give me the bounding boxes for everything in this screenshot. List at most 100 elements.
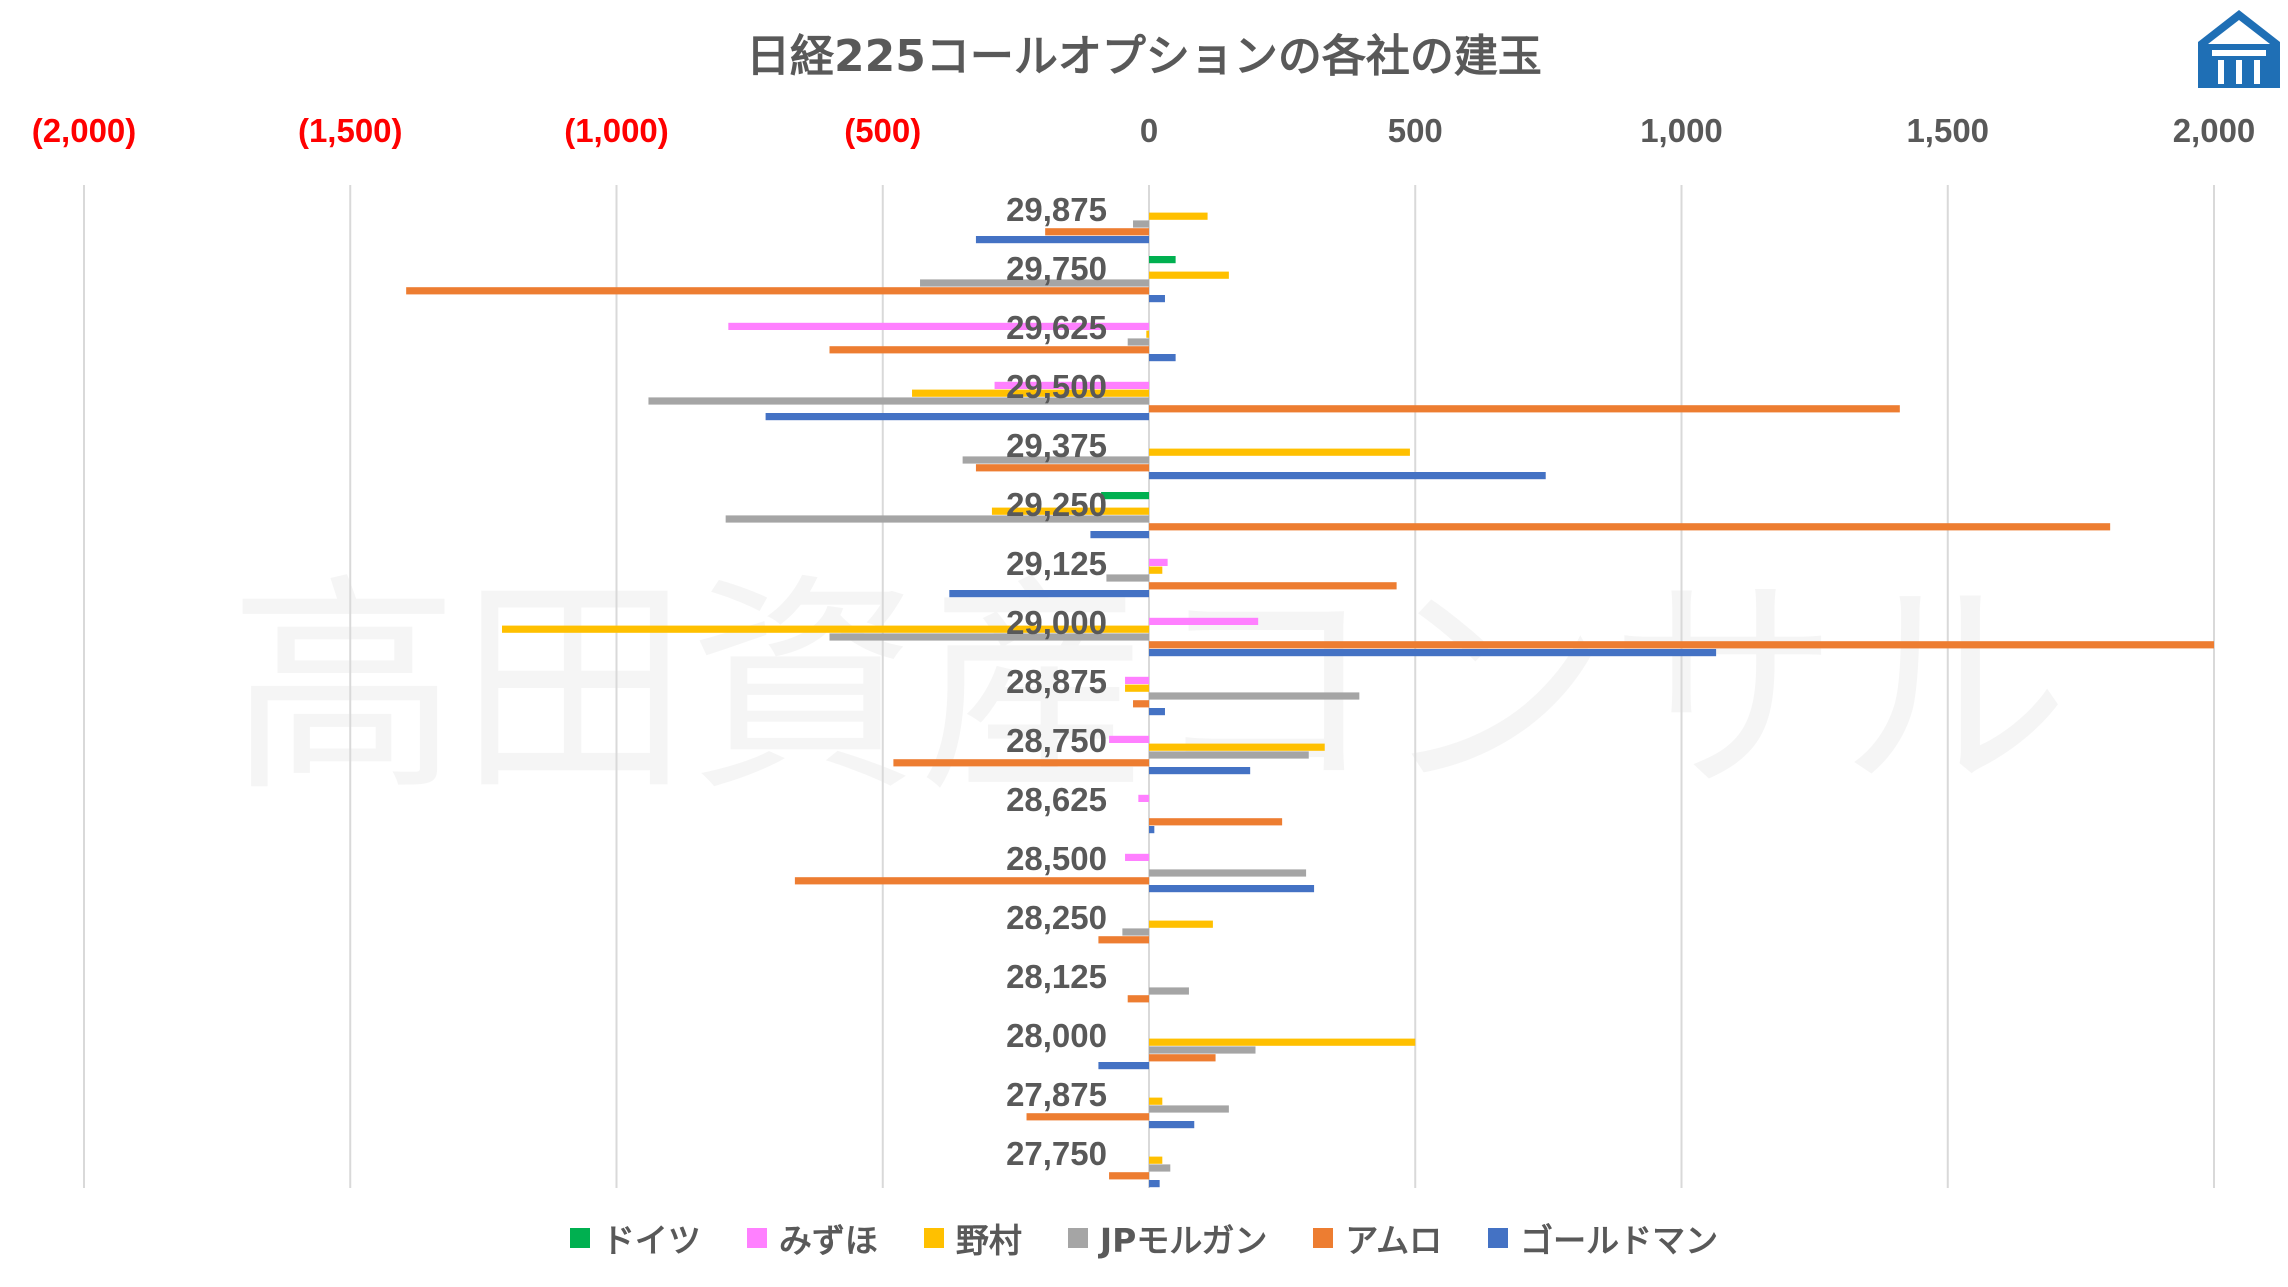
legend-label: 野村 <box>955 1221 1022 1260</box>
bar <box>406 287 1150 295</box>
bar <box>1149 920 1213 928</box>
bar <box>725 515 1149 523</box>
bar <box>1149 1180 1160 1188</box>
x-tick-label: (500) <box>844 112 921 149</box>
bar <box>1149 1046 1256 1054</box>
legend-swatch <box>923 1228 944 1248</box>
company-logo-icon <box>2198 10 2280 88</box>
category-label: 28,750 <box>1006 722 1107 759</box>
category-label: 28,500 <box>1006 840 1107 877</box>
category-label: 29,875 <box>1006 191 1107 228</box>
legend-item: みずほ <box>746 1214 878 1262</box>
x-tick-label: 1,000 <box>1640 112 1723 149</box>
bar <box>994 381 1149 389</box>
bar <box>1146 330 1149 338</box>
bar <box>728 322 1149 330</box>
bar <box>1149 1105 1229 1113</box>
bar <box>1149 617 1259 625</box>
legend-swatch <box>746 1228 767 1248</box>
legend-swatch <box>1488 1228 1509 1248</box>
legend-item: JPモルガン <box>1067 1214 1268 1262</box>
category-label: 28,250 <box>1006 899 1107 936</box>
bar <box>794 877 1149 885</box>
bar <box>1149 523 2111 531</box>
x-tick-label: (1,500) <box>298 112 403 149</box>
bar <box>1149 256 1176 264</box>
category-label: 29,500 <box>1006 368 1107 405</box>
chart-title: 日経225コールオプションの各社の建玉 <box>746 31 1542 82</box>
category-label: 27,750 <box>1006 1135 1107 1172</box>
bar <box>1122 928 1149 936</box>
bar <box>1045 228 1149 236</box>
bar <box>1127 338 1149 346</box>
bar <box>1098 936 1149 944</box>
bar <box>1138 794 1149 802</box>
bar <box>1149 869 1307 877</box>
bar <box>975 236 1149 244</box>
bar <box>1149 885 1315 893</box>
bar <box>1149 751 1309 759</box>
legend-label: ゴールドマン <box>1520 1221 1719 1260</box>
bar <box>829 346 1149 354</box>
category-label: 28,000 <box>1006 1017 1107 1054</box>
x-tick-label: (2,000) <box>32 112 137 149</box>
bar <box>1133 220 1149 228</box>
legend-swatch <box>1313 1228 1334 1248</box>
category-label: 29,625 <box>1006 309 1107 346</box>
bar <box>1149 212 1208 220</box>
bar <box>1090 531 1149 539</box>
bar <box>1101 492 1149 500</box>
bar <box>1149 1097 1163 1105</box>
bar <box>1149 649 1717 657</box>
bar <box>1149 558 1168 566</box>
category-label: 28,875 <box>1006 663 1107 700</box>
bar <box>1125 684 1149 692</box>
bar <box>1149 1156 1163 1164</box>
bar <box>765 413 1149 421</box>
bar <box>829 633 1149 641</box>
bar <box>1109 735 1149 743</box>
legend-item: アムロ <box>1313 1214 1442 1262</box>
x-tick-label: 500 <box>1388 112 1443 149</box>
x-tick-label: 1,500 <box>1906 112 1989 149</box>
bar <box>1149 472 1546 480</box>
category-label: 28,125 <box>1006 958 1107 995</box>
bar <box>1149 448 1410 456</box>
bar <box>1125 853 1149 861</box>
legend: ドイツ みずほ 野村 JPモルガン アムロ ゴールドマン <box>0 1214 2288 1262</box>
x-tick-label: 2,000 <box>2173 112 2256 149</box>
bar <box>1109 1172 1149 1180</box>
bar <box>1149 767 1251 775</box>
bar <box>1106 574 1149 582</box>
bar <box>962 456 1149 464</box>
category-label: 29,750 <box>1006 250 1107 287</box>
legend-label: JPモルガン <box>1099 1221 1268 1260</box>
bar <box>1149 271 1229 279</box>
x-tick-label: (1,000) <box>564 112 669 149</box>
legend-item: ゴールドマン <box>1488 1214 1718 1262</box>
bar <box>1149 987 1189 995</box>
bar <box>893 759 1149 767</box>
bar <box>1149 818 1283 826</box>
bar <box>1149 295 1165 303</box>
category-label: 29,000 <box>1006 604 1107 641</box>
bar <box>975 464 1149 472</box>
bar <box>1149 1038 1416 1046</box>
bar <box>502 625 1149 633</box>
bar <box>912 389 1149 397</box>
bar <box>1149 582 1397 590</box>
legend-label: みずほ <box>778 1221 878 1260</box>
bar <box>1149 1164 1171 1172</box>
bar <box>1149 1121 1195 1129</box>
bar <box>1149 826 1155 834</box>
bar <box>1133 700 1149 708</box>
bar <box>991 507 1149 515</box>
category-label: 28,625 <box>1006 781 1107 818</box>
category-label: 27,875 <box>1006 1076 1107 1113</box>
bar <box>1149 1054 1216 1062</box>
x-tick-label: 0 <box>1140 112 1158 149</box>
bar <box>1149 708 1165 716</box>
bar <box>1098 1062 1149 1070</box>
